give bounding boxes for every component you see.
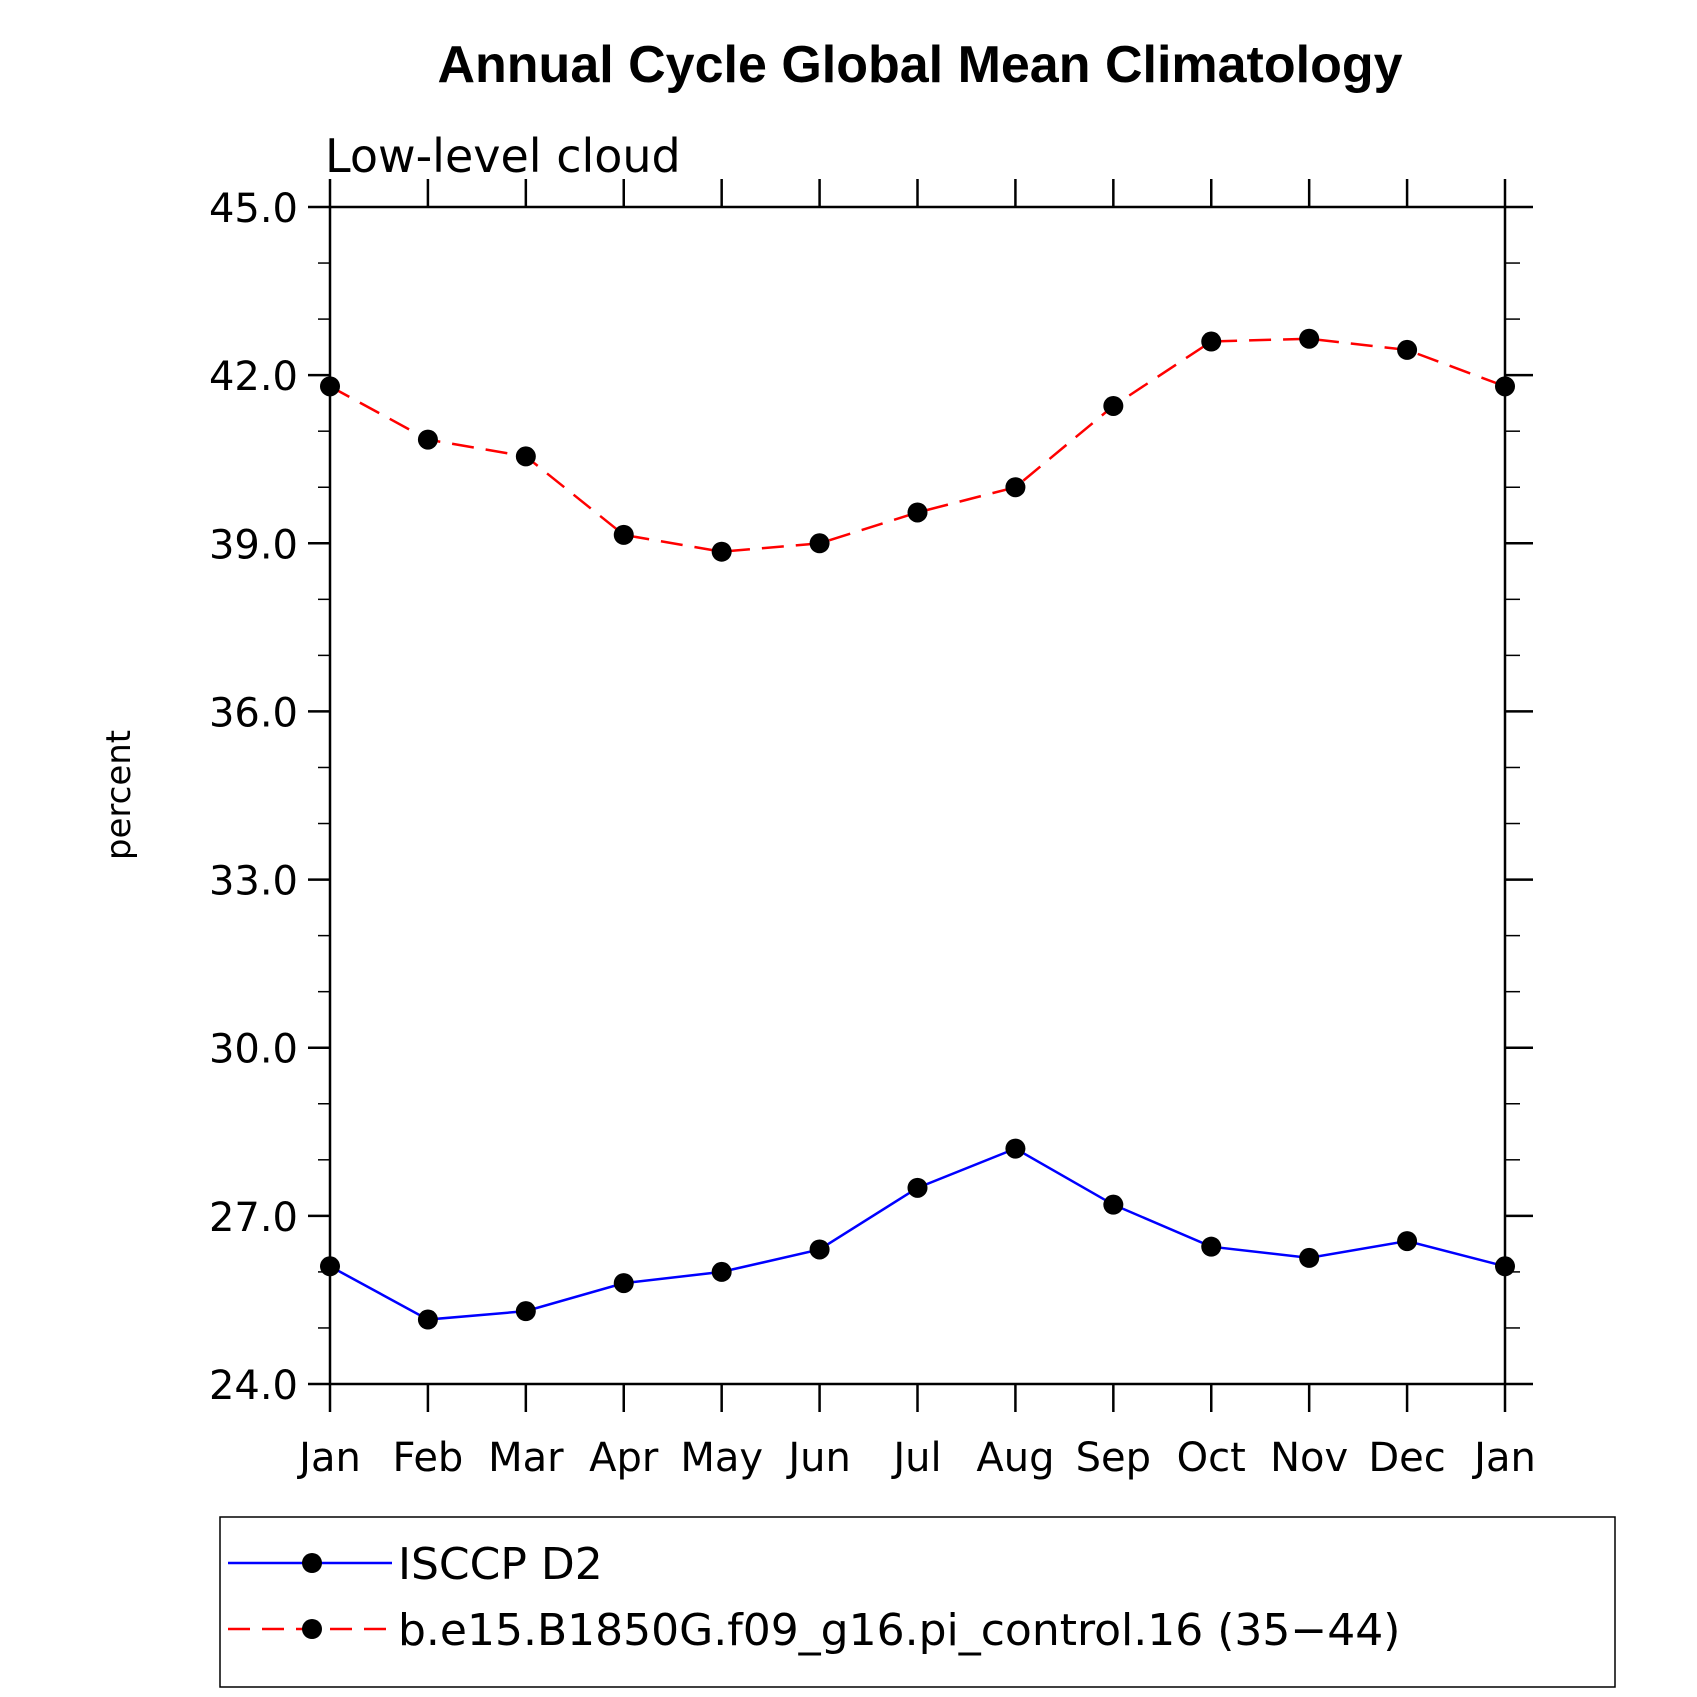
data-point-0	[515, 1301, 536, 1322]
data-point-0	[417, 1309, 438, 1330]
y-tick-label: 36.0	[209, 690, 298, 736]
legend-label-1: b.e15.B1850G.f09_g16.pi_control.16 (35−4…	[398, 1605, 1400, 1656]
data-point-0	[1495, 1256, 1515, 1277]
x-tick-label: Mar	[488, 1435, 564, 1481]
series-layer	[320, 328, 1515, 1330]
x-tick-label: Aug	[976, 1435, 1054, 1481]
data-point-0	[809, 1239, 830, 1260]
data-point-0	[1005, 1138, 1026, 1159]
y-tick-label: 39.0	[209, 522, 298, 568]
x-tick-label: Jan	[1471, 1435, 1536, 1481]
legend-items: ISCCP D2 b.e15.B1850G.f09_g16.pi_control.…	[228, 1539, 1400, 1656]
legend-box	[219, 1516, 1616, 1688]
y-tick-label: 42.0	[209, 354, 298, 400]
x-tick-label: Oct	[1177, 1435, 1246, 1481]
x-tick-label: Dec	[1368, 1435, 1445, 1481]
data-point-0	[613, 1273, 634, 1294]
y-tick-label: 30.0	[209, 1027, 298, 1073]
y-tick-labels: 24.0 27.0 30.0 33.0 36.0 39.0 42.0 45.0	[209, 186, 298, 1409]
y-tick-label: 45.0	[209, 186, 298, 232]
x-tick-label: Apr	[589, 1435, 659, 1481]
legend-marker-0	[302, 1553, 322, 1573]
x-tick-labels: Jan Feb Mar Apr May Jun Jul Aug Sep Oct Nov Dec Jan	[296, 1435, 1536, 1481]
series-line-0	[329, 1147, 1506, 1321]
data-point-1	[907, 502, 928, 523]
data-point-1	[515, 446, 536, 467]
y-tick-label: 24.0	[209, 1363, 298, 1409]
data-point-0	[1201, 1236, 1222, 1257]
data-point-1	[809, 533, 830, 554]
data-point-1	[1103, 395, 1124, 416]
x-tick-label: Nov	[1270, 1435, 1348, 1481]
data-point-0	[711, 1261, 732, 1282]
data-point-1	[417, 429, 438, 450]
data-point-0	[320, 1256, 340, 1277]
data-point-1	[1299, 328, 1320, 349]
x-tick-label: Jul	[890, 1435, 941, 1481]
data-point-0	[1103, 1194, 1124, 1215]
data-point-1	[711, 541, 732, 562]
legend-label-0: ISCCP D2	[398, 1539, 603, 1590]
y-tick-label: 33.0	[209, 859, 298, 905]
plot-frame	[328, 205, 1507, 1386]
chart-subtitle: Low-level cloud	[325, 129, 681, 183]
x-tick-label: May	[680, 1435, 763, 1481]
data-point-0	[1299, 1247, 1320, 1268]
chart-title: Annual Cycle Global Mean Climatology	[437, 36, 1402, 94]
data-point-0	[907, 1177, 928, 1198]
x-tick-label: Jan	[296, 1435, 361, 1481]
x-tick-label: Jun	[785, 1435, 851, 1481]
x-tick-label: Feb	[393, 1435, 464, 1481]
data-point-1	[1495, 376, 1515, 397]
data-point-1	[613, 524, 634, 545]
y-tick-label: 27.0	[209, 1195, 298, 1241]
data-point-1	[1201, 331, 1222, 352]
legend-marker-1	[302, 1619, 322, 1639]
axis-ticks	[308, 179, 1533, 1412]
x-tick-label: Sep	[1076, 1435, 1151, 1481]
legend: ISCCP D2 b.e15.B1850G.f09_g16.pi_control.…	[219, 1516, 1616, 1688]
data-point-1	[320, 376, 340, 397]
data-point-1	[1005, 477, 1026, 498]
data-point-1	[1397, 339, 1418, 360]
y-axis-label: percent	[99, 730, 139, 860]
data-point-0	[1397, 1231, 1418, 1252]
